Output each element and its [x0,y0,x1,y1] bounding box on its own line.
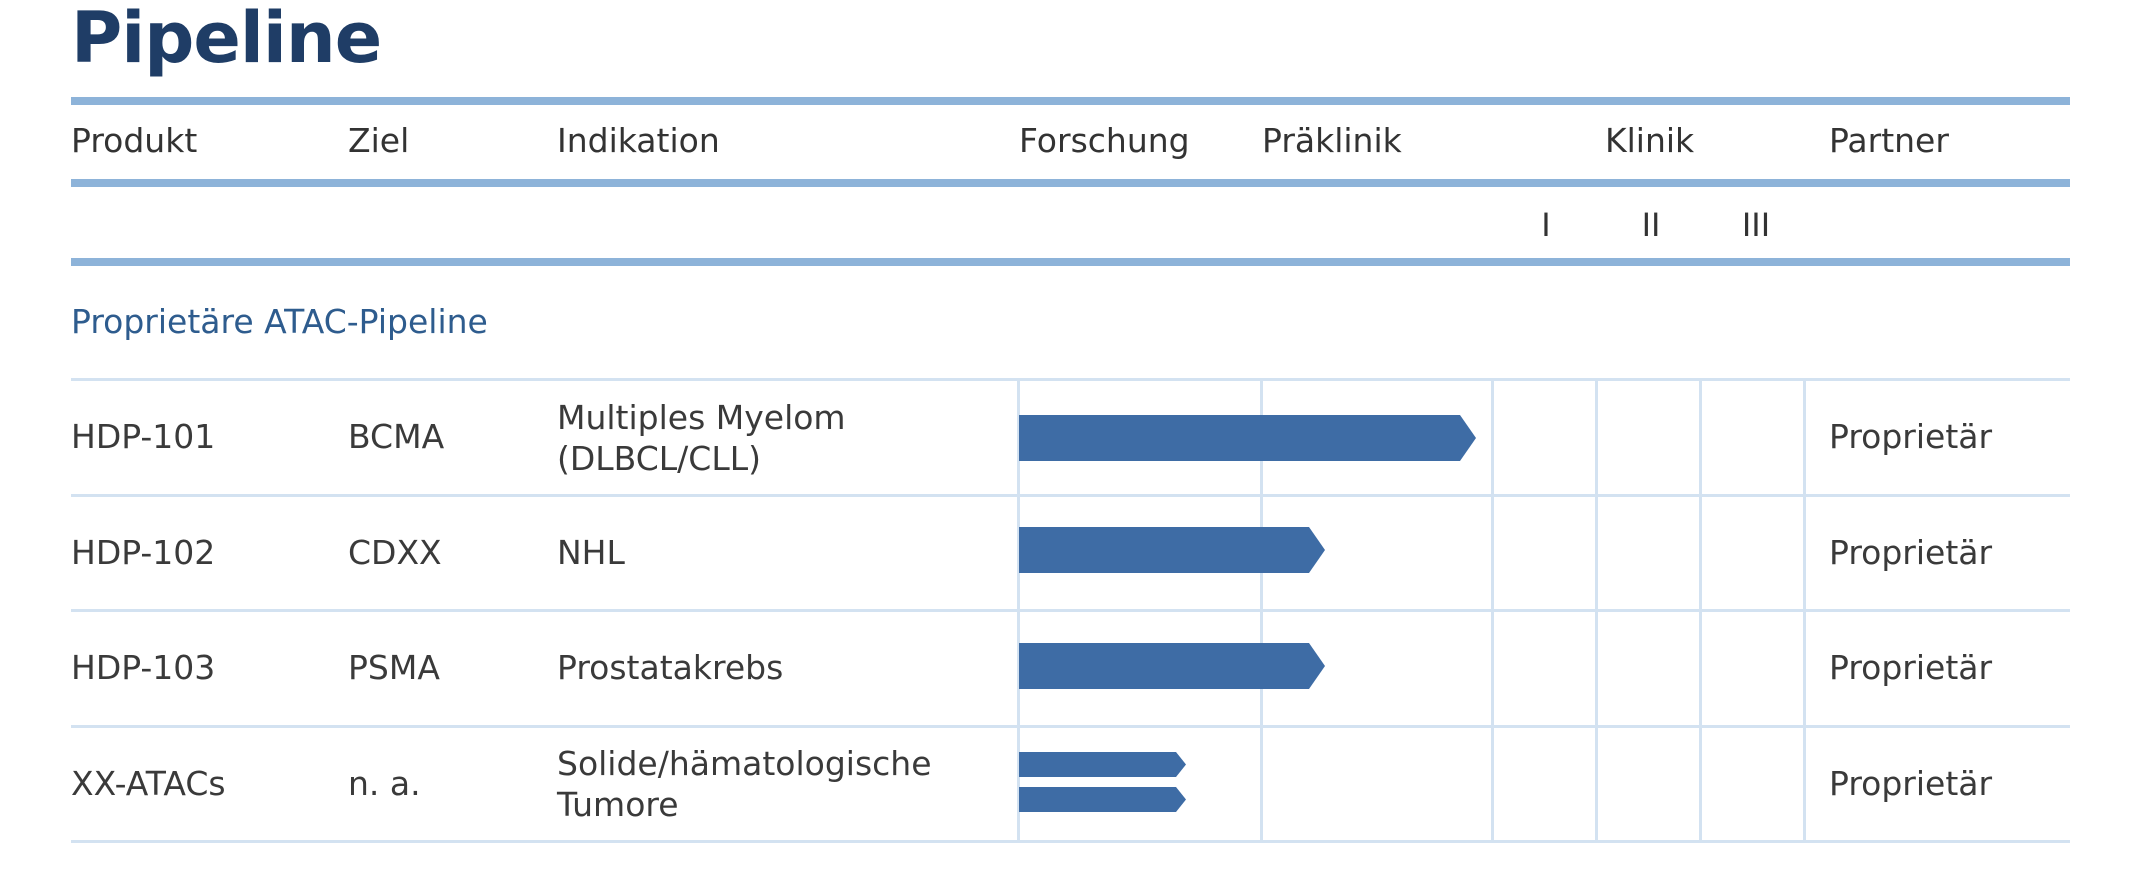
column-header-clinic: Klinik [1605,121,1695,160]
target-name: CDXX [348,533,442,572]
grid-line-clinic-3 [1699,378,1702,843]
indication-line-1: Prostatakrebs [557,648,784,687]
grid-line-clinic-2 [1595,378,1598,843]
target-name: n. a. [348,764,421,803]
progress-bar [1019,643,1325,689]
column-header-product: Produkt [71,121,198,160]
partner-name: Proprietär [1829,417,1993,456]
product-name: HDP-103 [71,648,216,687]
product-name: HDP-102 [71,533,216,572]
column-header-preclinic: Präklinik [1262,121,1402,160]
partner-name: Proprietär [1829,648,1993,687]
target-name: PSMA [348,648,440,687]
product-name: HDP-101 [71,417,216,456]
grid-line-partner [1803,378,1806,843]
phase-label-1: I [1541,206,1551,244]
column-header-target: Ziel [348,121,410,160]
progress-bar [1019,787,1186,812]
column-header-partner: Partner [1829,121,1949,160]
row-separator [71,725,2070,728]
phase-label-3: III [1741,206,1771,244]
progress-bar [1019,752,1186,777]
row-separator [71,609,2070,612]
header-top-rule [71,97,2070,105]
indication-line-2: Tumore [557,785,679,824]
page-title: Pipeline [71,0,382,79]
row-separator [71,494,2070,497]
indication-line-1: Multiples Myelom [557,398,846,437]
grid-line-preclinic [1260,378,1263,843]
target-name: BCMA [348,417,445,456]
indication-line-1: NHL [557,533,625,572]
progress-bar [1019,415,1476,461]
product-name: XX-ATACs [71,764,226,803]
row-separator [71,378,2070,381]
column-header-research: Forschung [1019,121,1190,160]
row-separator [71,840,2070,843]
header-middle-rule [71,179,2070,187]
progress-bar [1019,527,1325,573]
partner-name: Proprietär [1829,533,1993,572]
indication-line-2: (DLBCL/CLL) [557,439,761,478]
grid-line-clinic-1 [1491,378,1494,843]
section-title: Proprietäre ATAC-Pipeline [71,302,488,341]
column-header-indication: Indikation [557,121,720,160]
indication-line-1: Solide/hämatologische [557,744,932,783]
grid-line-research [1017,378,1020,843]
header-bottom-rule [71,258,2070,266]
partner-name: Proprietär [1829,764,1993,803]
phase-label-2: II [1641,206,1661,244]
